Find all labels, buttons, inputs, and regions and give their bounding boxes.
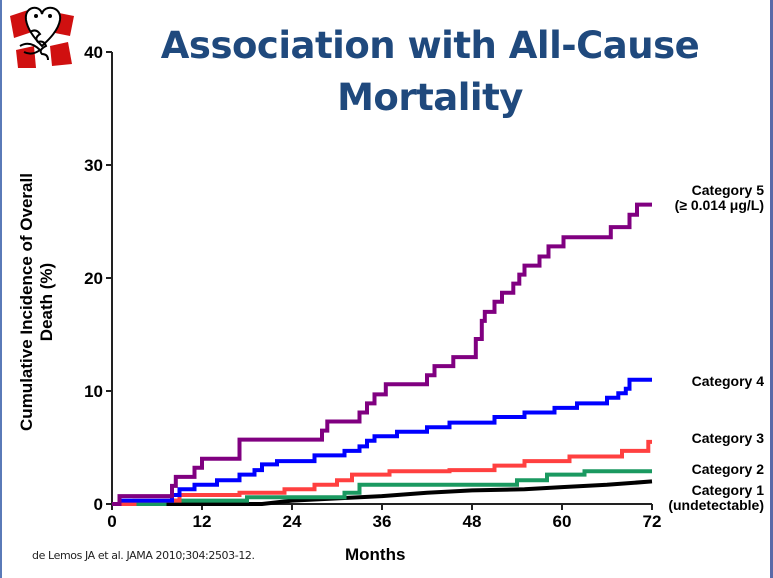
y-tick-label: 30	[84, 156, 103, 175]
title-line-1: Association with All-Cause	[160, 24, 700, 67]
series-line-category-2	[112, 469, 652, 506]
series-line-category-5	[112, 202, 652, 506]
citation: de Lemos JA et al. JAMA 2010;304:2503-12…	[32, 549, 255, 562]
slide-title: Association with All-Cause Mortality	[150, 20, 710, 124]
series-line-category-4	[112, 377, 652, 506]
legend-label-category-1: (undetectable)	[668, 497, 764, 513]
legend-label-category-2: Category 2	[692, 461, 765, 477]
slide-border-right	[770, 0, 773, 578]
legend: Category 5(≥ 0.014 μg/L) Category 4 Catego…	[668, 182, 764, 513]
x-tick-label: 60	[553, 512, 572, 531]
x-tick-label: 24	[283, 512, 302, 531]
x-tick-label: 72	[643, 512, 662, 531]
cartoon-heart-hug-logo-icon	[10, 6, 74, 68]
x-tick-label: 48	[463, 512, 482, 531]
axes: 0 10 20 30 40 0 12 24 36 48 60 72	[84, 43, 661, 531]
series-line-category-1	[112, 479, 653, 506]
y-tick-label: 40	[84, 43, 103, 62]
x-tick-label: 0	[107, 512, 116, 531]
legend-label-category-3: Category 3	[692, 430, 765, 446]
title-line-2: Mortality	[337, 76, 523, 119]
legend-label-category-5: (≥ 0.014 μg/L)	[675, 197, 764, 213]
legend-label-category-5: Category 5	[692, 182, 765, 198]
x-axis-label: Months	[345, 545, 406, 564]
legend-label-category-1: Category 1	[692, 482, 765, 498]
x-tick-label: 36	[373, 512, 392, 531]
y-tick-label: 10	[84, 382, 103, 401]
y-tick-label: 0	[94, 495, 103, 514]
slide-border-left	[0, 0, 2, 578]
series-group	[112, 202, 653, 506]
y-tick-label: 20	[84, 269, 103, 288]
series-line-category-3	[112, 439, 652, 506]
legend-label-category-4: Category 4	[692, 373, 765, 389]
x-tick-label: 12	[193, 512, 212, 531]
